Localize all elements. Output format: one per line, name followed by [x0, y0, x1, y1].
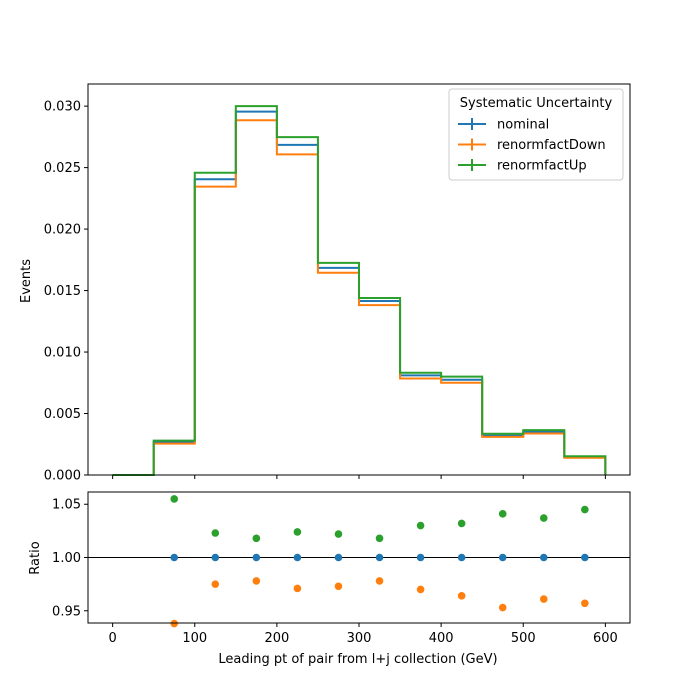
main-y-tick-label: 0.005 [44, 407, 81, 422]
ratio-point-nominal [252, 553, 261, 562]
ratio-x-tick-label: 600 [593, 631, 618, 646]
ratio-point-renormfactDown [293, 584, 302, 593]
main-panel: 0.000 0.005 0.010 0.015 0.020 0.025 0.030 Even… [19, 83, 631, 484]
ratio-point-renormfactUp [375, 534, 384, 543]
ratio-y-tick-label: 0.95 [52, 604, 81, 619]
ratio-y-axis-label: Ratio [28, 541, 43, 574]
ratio-point-nominal [416, 553, 425, 562]
legend-entry-nominal: nominal [458, 118, 549, 133]
x-axis-label: Leading pt of pair from l+j collection (… [218, 652, 497, 667]
ratio-point-renormfactDown [252, 577, 261, 585]
ratio-point-series [170, 495, 589, 628]
ratio-point-renormfactUp [457, 519, 466, 528]
main-y-axis-label: Events [19, 259, 34, 303]
ratio-point-nominal [498, 553, 507, 562]
legend-label-nominal: nominal [497, 118, 549, 133]
ratio-x-tick-label: 100 [182, 631, 207, 646]
main-x-ticks [112, 475, 606, 479]
ratio-point-renormfactUp [252, 534, 261, 543]
ratio-y-ticks: 0.95 1.00 1.05 [52, 498, 88, 619]
main-y-ticks: 0.000 0.005 0.010 0.015 0.020 0.025 0.030 [44, 100, 88, 484]
ratio-point-renormfactUp [498, 510, 507, 518]
ratio-point-renormfactUp [334, 530, 343, 538]
ratio-point-nominal [581, 553, 589, 562]
ratio-point-renormfactUp [293, 528, 302, 536]
legend-label-renormfactUp: renormfactUp [497, 159, 587, 174]
main-y-tick-label: 0.015 [44, 284, 81, 299]
ratio-point-renormfactDown [334, 582, 343, 591]
main-y-tick-label: 0.030 [44, 100, 81, 115]
ratio-x-tick-label: 400 [429, 631, 454, 646]
legend-label-renormfactDown: renormfactDown [497, 138, 606, 153]
ratio-x-tick-label: 0 [108, 631, 116, 646]
legend-entry-renormfactUp: renormfactUp [458, 159, 587, 174]
ratio-point-nominal [211, 553, 220, 562]
legend-title: Systematic Uncertainty [460, 96, 613, 111]
main-histogram-series [112, 105, 607, 476]
ratio-point-nominal [334, 553, 343, 562]
ratio-point-renormfactDown [375, 577, 384, 585]
histogram-line-renormfactUp [112, 105, 607, 476]
ratio-point-renormfactUp [539, 514, 548, 522]
ratio-point-renormfactUp [170, 495, 179, 503]
ratio-x-tick-label: 300 [347, 631, 372, 646]
legend: Systematic Uncertainty nominal renormfact… [448, 88, 624, 181]
legend-entries: nominal renormfactDown renormfactUp [458, 118, 606, 174]
ratio-x-tick-label: 500 [511, 631, 536, 646]
ratio-point-nominal [170, 553, 179, 562]
ratio-point-renormfactDown [416, 585, 425, 594]
ratio-y-tick-label: 1.05 [52, 498, 81, 513]
ratio-point-renormfactDown [457, 592, 466, 600]
ratio-x-ticks: 0 100 200 300 400 500 600 [108, 623, 618, 646]
ratio-point-renormfactDown [498, 603, 507, 612]
ratio-point-nominal [457, 553, 466, 562]
ratio-panel: 0.95 1.00 1.05 0 100 200 300 400 500 600 Ratio L… [28, 491, 631, 667]
ratio-point-nominal [375, 553, 384, 562]
ratio-point-renormfactUp [581, 505, 589, 514]
legend-entry-renormfactDown: renormfactDown [458, 138, 606, 153]
main-y-tick-label: 0.025 [44, 161, 81, 176]
main-y-tick-label: 0.020 [44, 223, 81, 238]
ratio-point-nominal [539, 553, 548, 562]
ratio-y-tick-label: 1.00 [52, 551, 81, 566]
ratio-point-renormfactUp [416, 521, 425, 530]
ratio-point-renormfactDown [539, 595, 548, 603]
ratio-point-renormfactUp [211, 529, 220, 537]
ratio-point-nominal [293, 553, 302, 562]
main-y-tick-label: 0.000 [44, 469, 81, 484]
ratio-point-renormfactDown [170, 619, 179, 628]
ratio-point-renormfactDown [581, 599, 589, 608]
ratio-x-tick-label: 200 [264, 631, 289, 646]
main-y-tick-label: 0.010 [44, 346, 81, 361]
ratio-point-renormfactDown [211, 580, 220, 588]
legend-frame [448, 88, 624, 181]
